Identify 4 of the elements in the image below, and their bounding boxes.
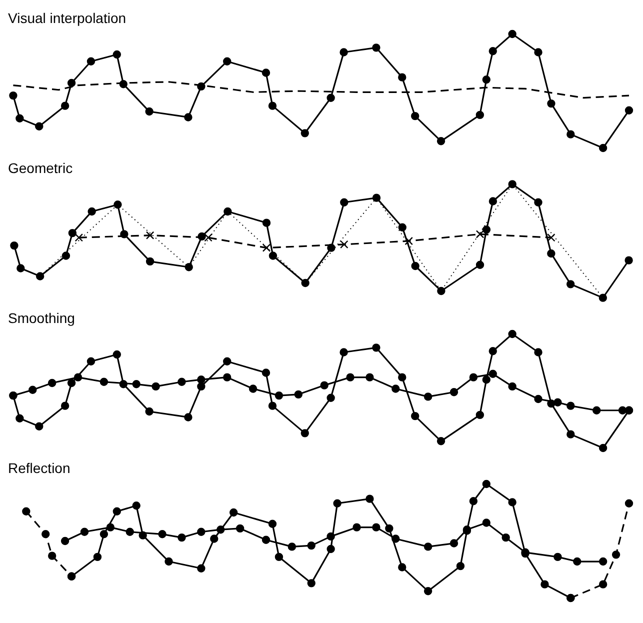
chart-title: Geometric [8,159,74,178]
chart-title: Visual interpolation [8,9,128,28]
chart-title: Reflection [8,459,72,478]
chart-title: Smoothing [8,309,76,328]
